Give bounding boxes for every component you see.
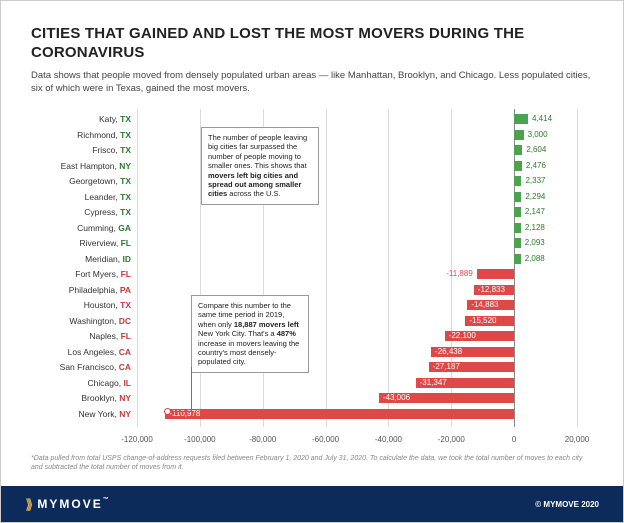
y-axis-label: Riverview, FL bbox=[27, 237, 131, 249]
bar-row: -31,347 bbox=[137, 377, 577, 389]
x-tick-label: -80,000 bbox=[249, 435, 276, 444]
bar bbox=[514, 114, 528, 124]
bar-value-label: -22,100 bbox=[449, 330, 476, 342]
y-axis-label: East Hampton, NY bbox=[27, 160, 131, 172]
bar bbox=[477, 269, 514, 279]
bar-row: -110,978 bbox=[137, 408, 577, 420]
y-axis-label: San Francisco, CA bbox=[27, 361, 131, 373]
bar-value-label: -43,006 bbox=[383, 392, 410, 404]
y-axis-label: Frisco, TX bbox=[27, 144, 131, 156]
bar bbox=[514, 223, 521, 233]
x-tick-label: -120,000 bbox=[121, 435, 153, 444]
grid-line bbox=[577, 109, 578, 427]
y-axis-label: Naples, FL bbox=[27, 330, 131, 342]
infographic-frame: CITIES THAT GAINED AND LOST THE MOST MOV… bbox=[0, 0, 624, 523]
bar-row: 2,147 bbox=[137, 206, 577, 218]
bar bbox=[514, 207, 521, 217]
bar bbox=[165, 409, 514, 419]
bar-value-label: 2,088 bbox=[525, 253, 545, 265]
bar-value-label: 2,128 bbox=[525, 222, 545, 234]
bar-row: 2,128 bbox=[137, 222, 577, 234]
footnote: *Data pulled from total USPS change-of-a… bbox=[31, 454, 591, 472]
x-tick-label: -20,000 bbox=[438, 435, 465, 444]
leader-line-v bbox=[191, 367, 192, 411]
bar-row: -11,889 bbox=[137, 268, 577, 280]
y-axis-label: Cumming, GA bbox=[27, 222, 131, 234]
bar-value-label: -31,347 bbox=[420, 377, 447, 389]
bar bbox=[514, 161, 522, 171]
bar bbox=[514, 238, 521, 248]
x-tick-label: -60,000 bbox=[312, 435, 339, 444]
y-axis-label: Cypress, TX bbox=[27, 206, 131, 218]
x-tick-label: -100,000 bbox=[184, 435, 216, 444]
y-axis-label: Richmond, TX bbox=[27, 129, 131, 141]
y-axis-label: Philadelphia, PA bbox=[27, 284, 131, 296]
y-axis-label: Fort Myers, FL bbox=[27, 268, 131, 280]
annotation-top: The number of people leaving big cities … bbox=[201, 127, 319, 205]
y-axis-label: Georgetown, TX bbox=[27, 175, 131, 187]
bar-chart: -120,000 -100,000 -80,000 -60,000 -40,000 -20… bbox=[31, 105, 591, 465]
bar-value-label: -27,187 bbox=[433, 361, 460, 373]
bar-value-label: -12,833 bbox=[478, 284, 505, 296]
y-axis-label: Washington, DC bbox=[27, 315, 131, 327]
bar-value-label: -15,520 bbox=[469, 315, 496, 327]
brand-logo: ⟩⟩⟩ MYMOVE™ bbox=[25, 496, 109, 513]
brand-chevron-icon: ⟩⟩⟩ bbox=[25, 496, 29, 513]
bar-value-label: 3,000 bbox=[528, 129, 548, 141]
bar-row: -12,833 bbox=[137, 284, 577, 296]
bar bbox=[514, 192, 521, 202]
bar-row: 2,088 bbox=[137, 253, 577, 265]
bar-value-label: 2,147 bbox=[525, 206, 545, 218]
x-tick-label: -40,000 bbox=[375, 435, 402, 444]
footer-bar: ⟩⟩⟩ MYMOVE™ © MYMOVE 2020 bbox=[1, 486, 623, 522]
bar-value-label: 2,294 bbox=[525, 191, 545, 203]
bar bbox=[514, 130, 523, 140]
bar bbox=[514, 176, 521, 186]
bar-value-label: 2,337 bbox=[525, 175, 545, 187]
bar-value-label: -14,883 bbox=[471, 299, 498, 311]
bar-row: 4,414 bbox=[137, 113, 577, 125]
bar-value-label: 2,093 bbox=[525, 237, 545, 249]
leader-line-h bbox=[171, 411, 191, 412]
bar-value-label: 2,604 bbox=[526, 144, 546, 156]
bar bbox=[514, 145, 522, 155]
bar bbox=[514, 254, 521, 264]
y-axis-label: Leander, TX bbox=[27, 191, 131, 203]
page-subtitle: Data shows that people moved from densel… bbox=[31, 69, 591, 96]
y-axis-label: Los Angeles, CA bbox=[27, 346, 131, 358]
x-tick-label: 20,000 bbox=[565, 435, 589, 444]
copyright: © MYMOVE 2020 bbox=[535, 500, 599, 509]
y-axis-label: Houston, TX bbox=[27, 299, 131, 311]
annotation-bottom: Compare this number to the same time per… bbox=[191, 295, 309, 373]
y-axis-label: New York, NY bbox=[27, 408, 131, 420]
y-axis-label: Brooklyn, NY bbox=[27, 392, 131, 404]
bar-row: 2,093 bbox=[137, 237, 577, 249]
x-tick-label: 0 bbox=[512, 435, 516, 444]
y-axis-label: Katy, TX bbox=[27, 113, 131, 125]
bar-row: -43,006 bbox=[137, 392, 577, 404]
y-axis-label: Meridian, ID bbox=[27, 253, 131, 265]
bar-value-label: -11,889 bbox=[446, 268, 473, 280]
y-axis-label: Chicago, IL bbox=[27, 377, 131, 389]
bar-value-label: -26,438 bbox=[435, 346, 462, 358]
page-title: CITIES THAT GAINED AND LOST THE MOST MOV… bbox=[31, 25, 593, 63]
bar-value-label: 2,476 bbox=[526, 160, 546, 172]
bar-value-label: 4,414 bbox=[532, 113, 552, 125]
bar-value-label: -110,978 bbox=[169, 408, 200, 420]
